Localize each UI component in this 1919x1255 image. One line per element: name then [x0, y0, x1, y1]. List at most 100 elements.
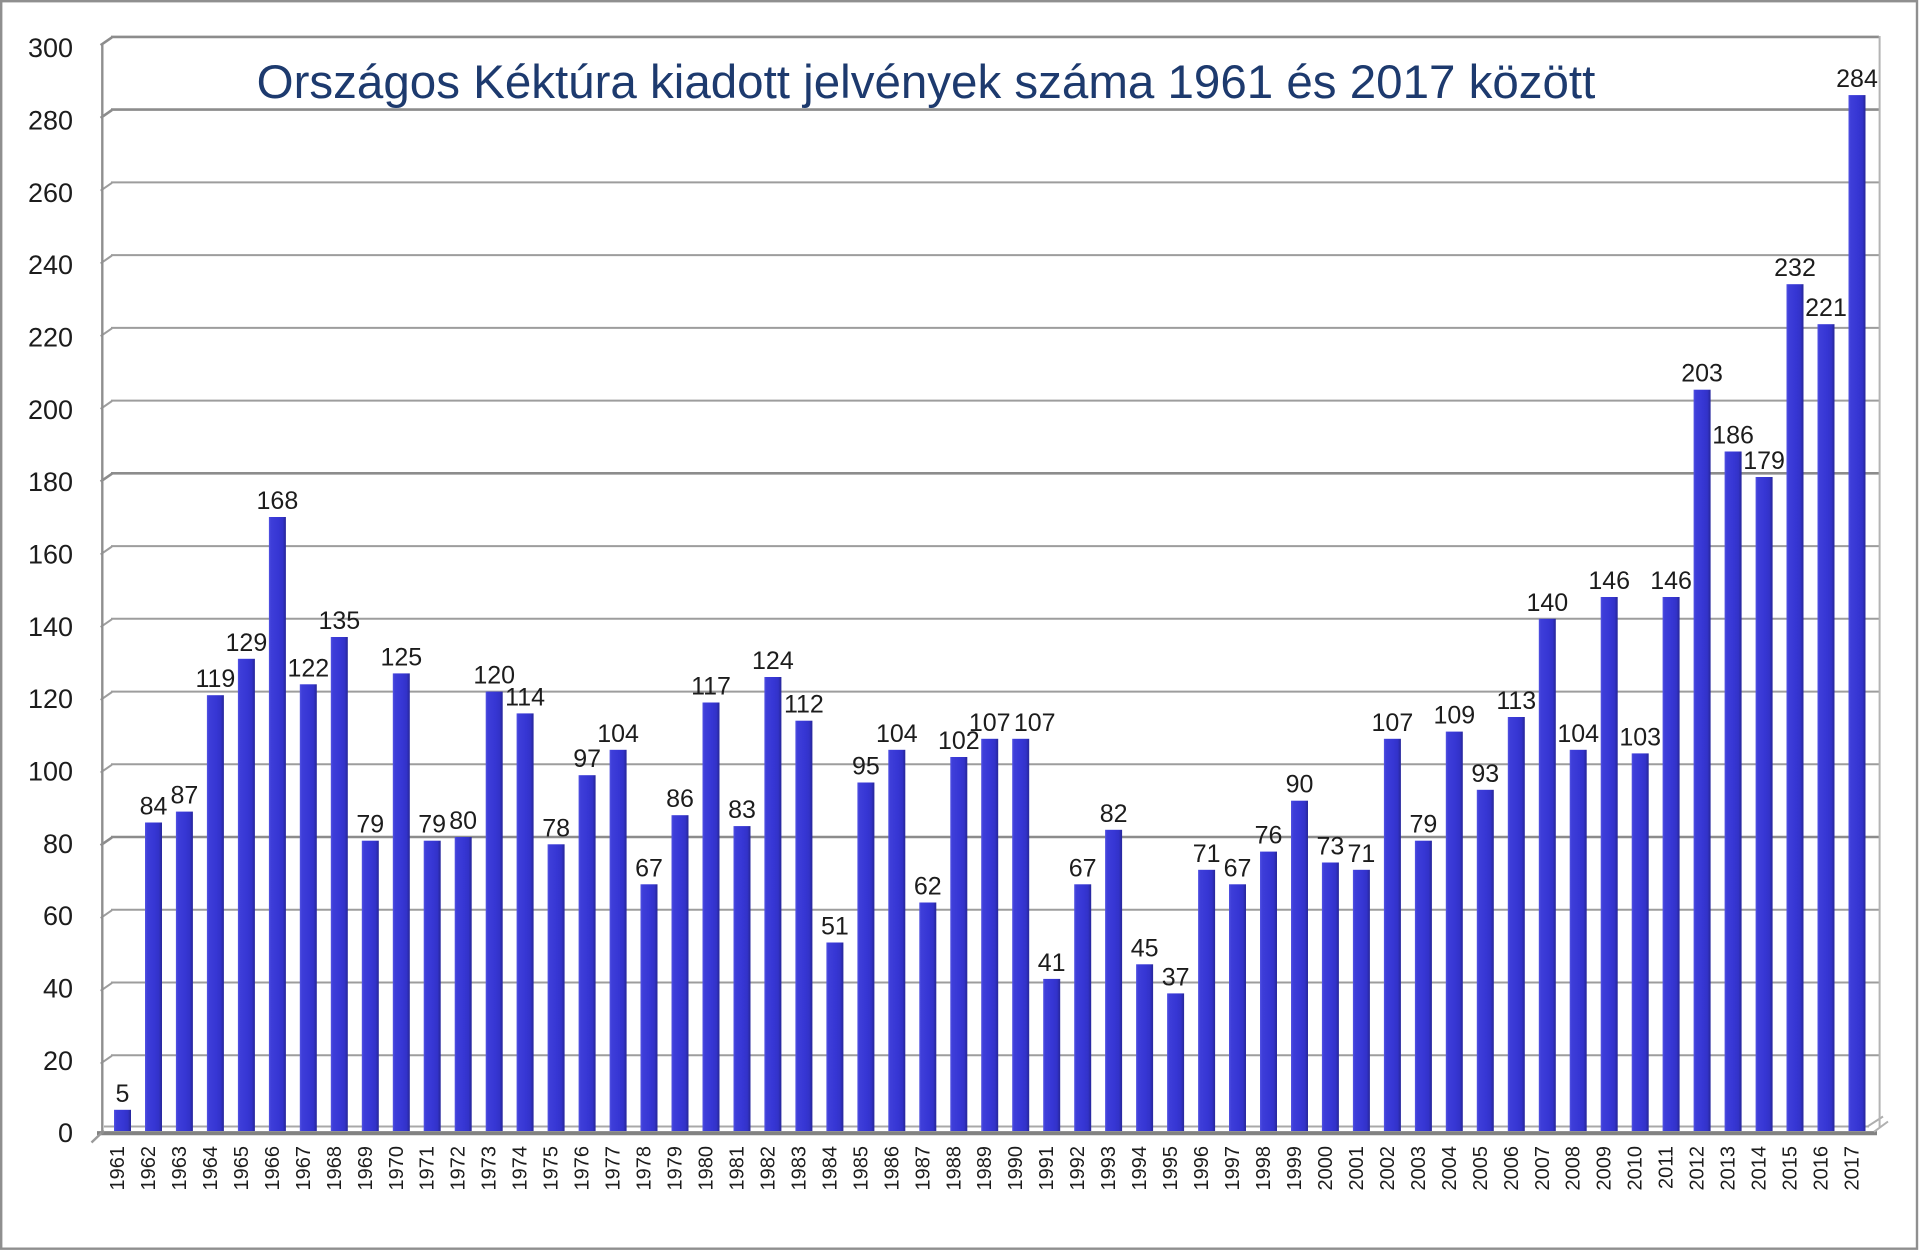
svg-text:2002: 2002 [1377, 1146, 1399, 1191]
svg-text:280: 280 [28, 105, 73, 135]
svg-text:1972: 1972 [448, 1146, 470, 1191]
svg-text:2011: 2011 [1656, 1146, 1678, 1189]
svg-text:232: 232 [1774, 254, 1816, 282]
svg-text:1967: 1967 [293, 1146, 315, 1191]
svg-text:117: 117 [691, 673, 731, 701]
svg-text:62: 62 [914, 873, 942, 901]
svg-text:113: 113 [1496, 687, 1536, 715]
svg-text:1985: 1985 [850, 1146, 872, 1191]
svg-text:82: 82 [1100, 800, 1128, 828]
svg-text:112: 112 [784, 691, 824, 719]
svg-text:73: 73 [1316, 833, 1344, 861]
svg-text:67: 67 [635, 854, 663, 882]
svg-text:1977: 1977 [603, 1146, 625, 1191]
svg-text:203: 203 [1681, 360, 1723, 388]
svg-text:104: 104 [597, 720, 639, 748]
svg-text:1997: 1997 [1222, 1146, 1244, 1191]
svg-text:1991: 1991 [1036, 1146, 1058, 1191]
svg-text:120: 120 [473, 662, 515, 690]
svg-text:122: 122 [287, 654, 329, 682]
svg-text:20: 20 [43, 1046, 73, 1076]
svg-text:284: 284 [1836, 65, 1878, 93]
svg-text:100: 100 [28, 757, 73, 787]
svg-text:87: 87 [170, 782, 198, 810]
svg-text:2000: 2000 [1315, 1146, 1337, 1191]
svg-text:109: 109 [1433, 702, 1475, 730]
svg-text:80: 80 [43, 829, 73, 859]
svg-text:41: 41 [1038, 949, 1066, 977]
svg-text:2014: 2014 [1749, 1146, 1771, 1191]
svg-text:71: 71 [1193, 840, 1221, 868]
svg-text:1965: 1965 [231, 1146, 253, 1191]
svg-text:2006: 2006 [1501, 1146, 1523, 1191]
svg-text:1995: 1995 [1160, 1146, 1182, 1191]
svg-text:1974: 1974 [510, 1146, 532, 1191]
svg-text:135: 135 [318, 607, 360, 635]
svg-text:1986: 1986 [881, 1146, 903, 1191]
svg-text:1961: 1961 [107, 1146, 129, 1191]
svg-text:40: 40 [43, 974, 73, 1004]
svg-text:80: 80 [449, 807, 477, 835]
svg-text:168: 168 [257, 487, 299, 515]
svg-text:124: 124 [752, 647, 794, 675]
svg-text:2017: 2017 [1842, 1146, 1864, 1191]
svg-text:1978: 1978 [634, 1146, 656, 1191]
svg-text:1980: 1980 [696, 1146, 718, 1191]
svg-text:160: 160 [28, 540, 73, 570]
svg-text:1993: 1993 [1098, 1146, 1120, 1191]
svg-text:5: 5 [116, 1080, 130, 1108]
svg-text:107: 107 [1014, 709, 1056, 737]
svg-text:114: 114 [505, 683, 545, 711]
svg-text:186: 186 [1712, 422, 1754, 450]
svg-text:1984: 1984 [819, 1146, 841, 1191]
svg-text:1964: 1964 [200, 1146, 222, 1191]
svg-text:1963: 1963 [169, 1146, 191, 1191]
svg-text:95: 95 [852, 753, 880, 781]
svg-text:1962: 1962 [138, 1146, 160, 1191]
svg-text:2003: 2003 [1408, 1146, 1430, 1191]
svg-text:51: 51 [821, 913, 849, 941]
svg-text:1976: 1976 [572, 1146, 594, 1191]
svg-text:79: 79 [356, 811, 384, 839]
svg-text:1975: 1975 [541, 1146, 563, 1191]
svg-text:1979: 1979 [665, 1146, 687, 1191]
svg-text:2016: 2016 [1811, 1146, 1833, 1191]
svg-text:1983: 1983 [788, 1146, 810, 1191]
svg-text:37: 37 [1162, 963, 1190, 991]
svg-text:1988: 1988 [943, 1146, 965, 1191]
svg-text:71: 71 [1347, 840, 1375, 868]
svg-text:90: 90 [1286, 771, 1314, 799]
svg-text:1968: 1968 [324, 1146, 346, 1191]
svg-text:119: 119 [195, 665, 235, 693]
svg-text:1989: 1989 [974, 1146, 996, 1191]
svg-text:2007: 2007 [1532, 1146, 1554, 1191]
svg-text:1998: 1998 [1253, 1146, 1275, 1191]
svg-text:45: 45 [1131, 934, 1159, 962]
svg-text:2005: 2005 [1470, 1146, 1492, 1191]
svg-text:200: 200 [28, 395, 73, 425]
svg-text:1994: 1994 [1129, 1146, 1151, 1191]
svg-text:107: 107 [969, 709, 1011, 737]
svg-text:67: 67 [1224, 854, 1252, 882]
svg-text:102: 102 [938, 727, 980, 755]
svg-text:76: 76 [1255, 822, 1283, 850]
svg-text:2008: 2008 [1563, 1146, 1585, 1191]
svg-text:1970: 1970 [386, 1146, 408, 1191]
svg-text:146: 146 [1588, 567, 1630, 595]
svg-text:103: 103 [1619, 723, 1661, 751]
svg-text:97: 97 [573, 745, 601, 773]
svg-text:0: 0 [58, 1118, 73, 1148]
svg-text:78: 78 [542, 814, 570, 842]
svg-text:2012: 2012 [1687, 1146, 1709, 1191]
svg-text:1966: 1966 [262, 1146, 284, 1191]
svg-text:1987: 1987 [912, 1146, 934, 1191]
svg-text:67: 67 [1069, 854, 1097, 882]
svg-text:2015: 2015 [1780, 1146, 1802, 1191]
svg-text:1981: 1981 [727, 1146, 749, 1191]
svg-text:Országos Kéktúra kiadott jelvé: Országos Kéktúra kiadott jelvények száma… [257, 56, 1596, 109]
svg-text:240: 240 [28, 250, 73, 280]
svg-text:84: 84 [140, 793, 168, 821]
svg-text:1992: 1992 [1067, 1146, 1089, 1191]
svg-text:60: 60 [43, 901, 73, 931]
svg-text:300: 300 [28, 33, 73, 63]
